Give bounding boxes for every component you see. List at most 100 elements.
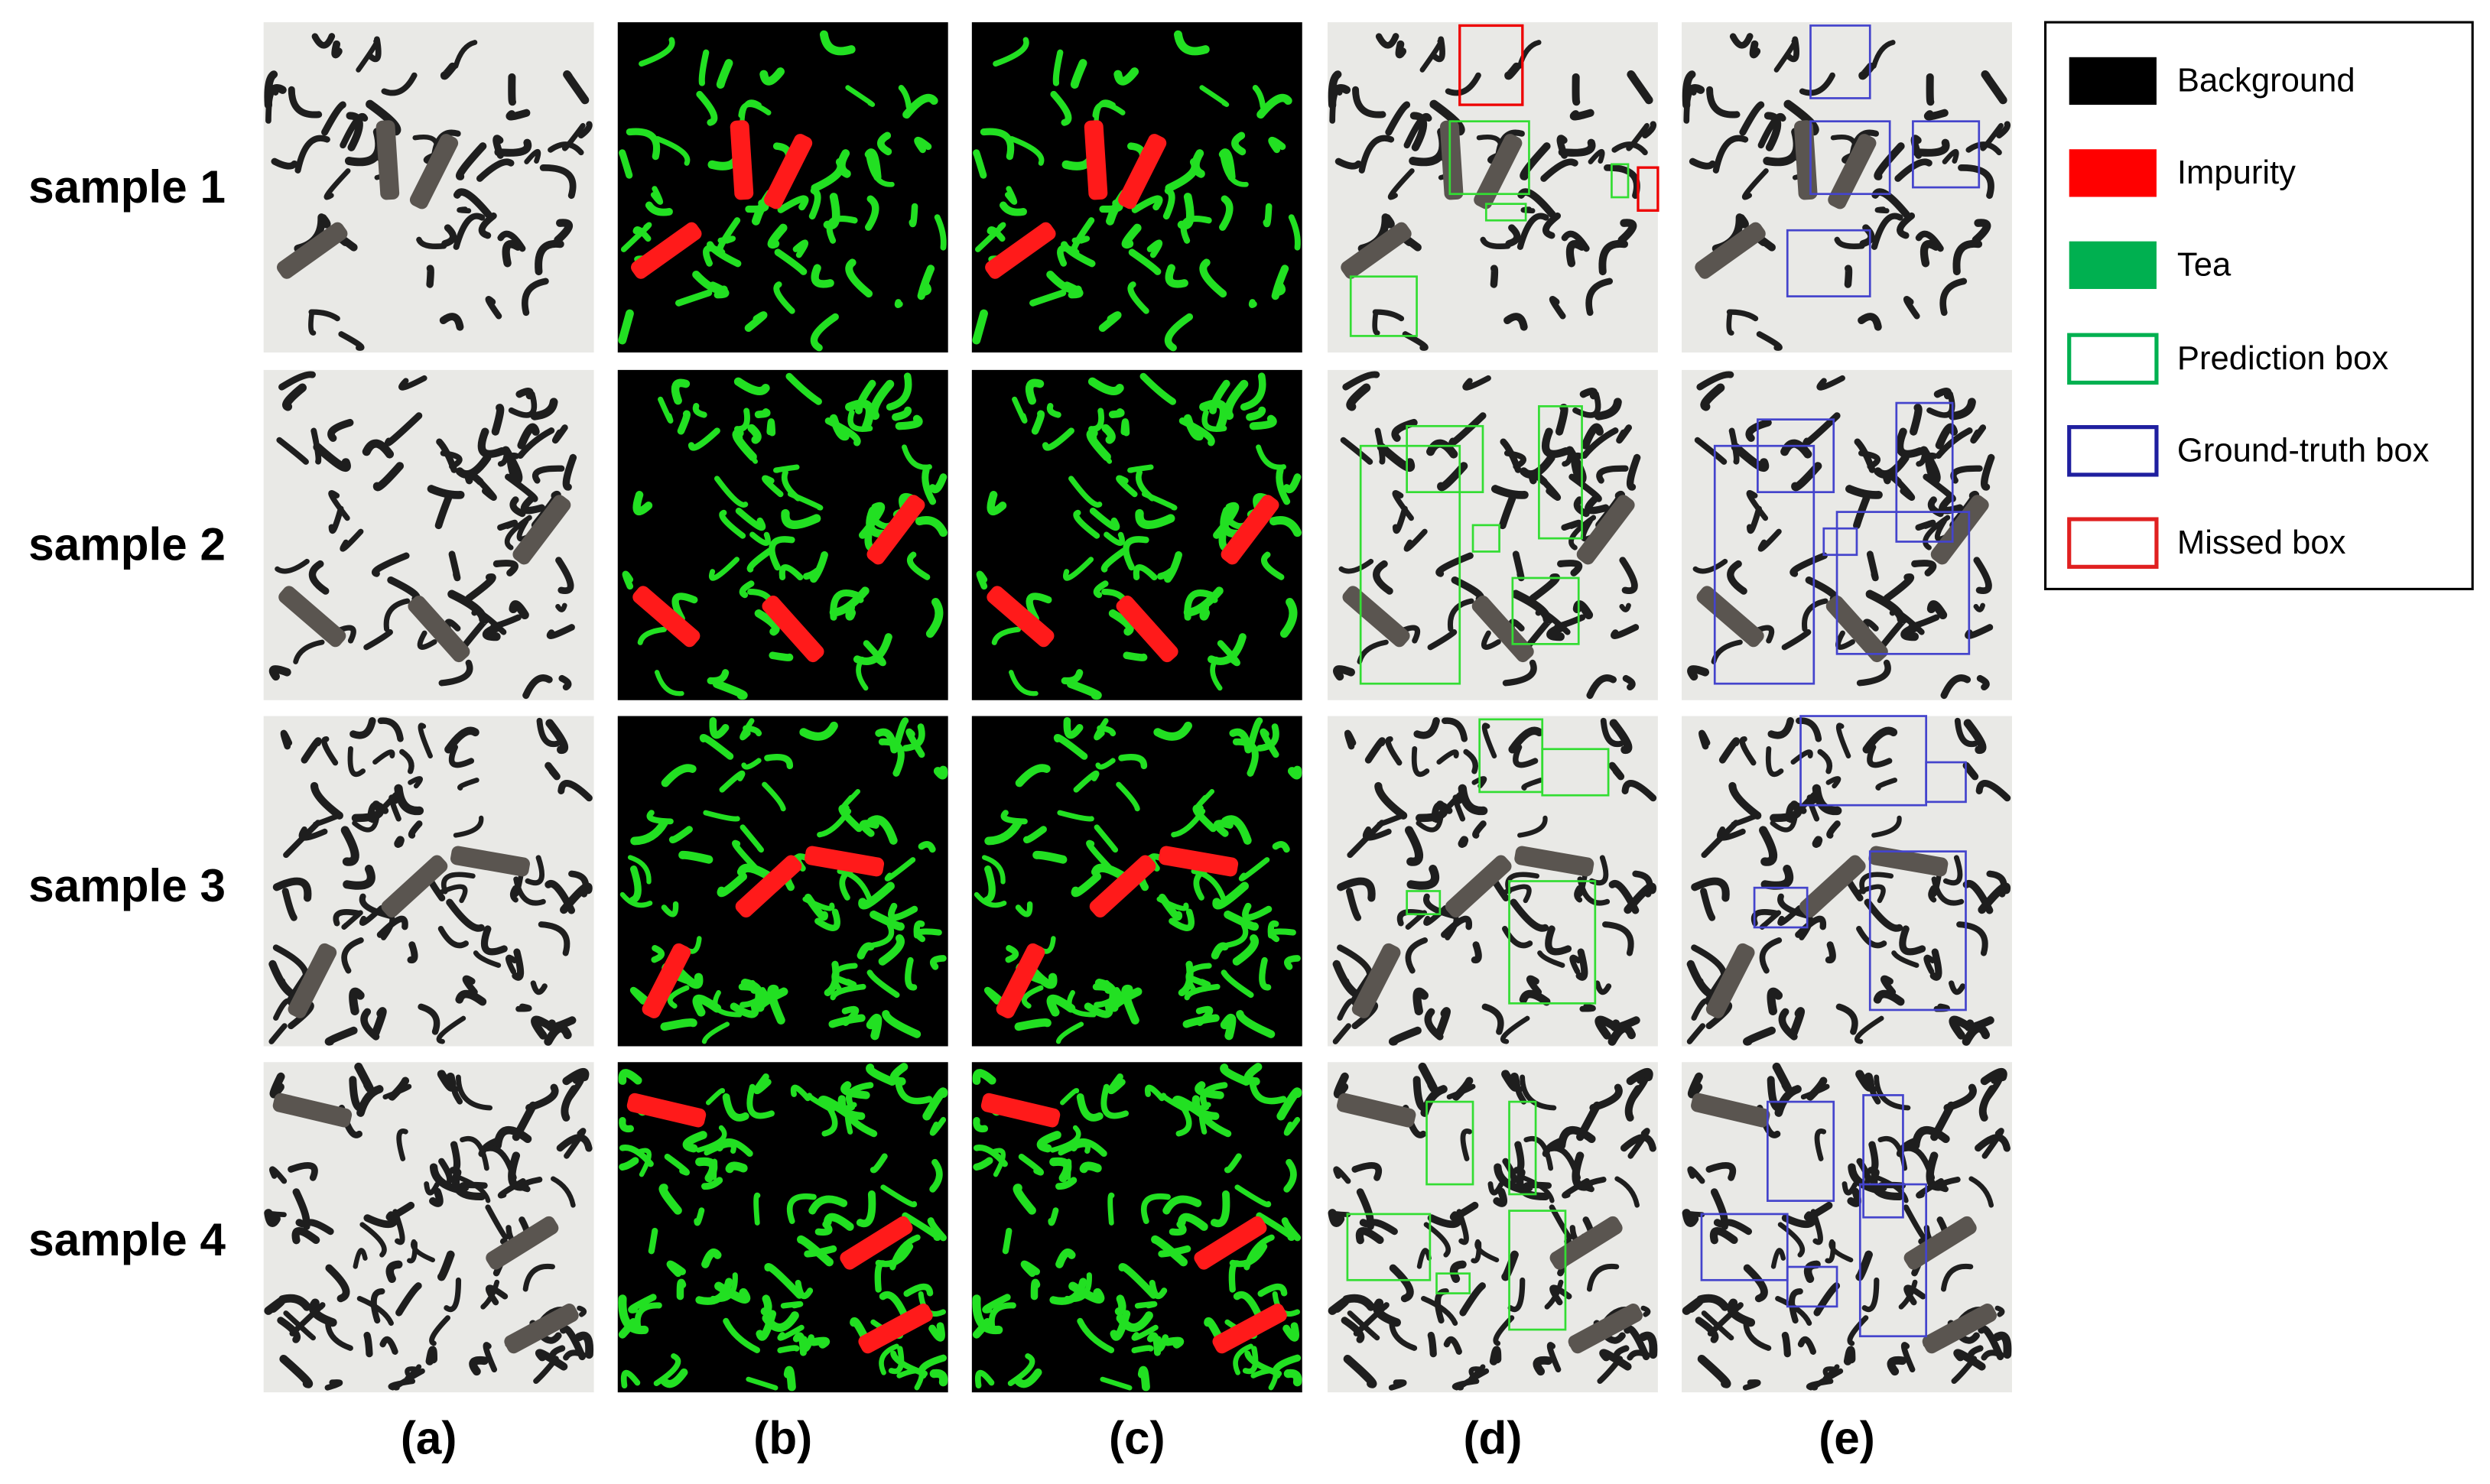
- leaf-stroke: [1077, 1317, 1115, 1353]
- leaf-stroke: [366, 36, 382, 63]
- leaf-stroke: [783, 1365, 796, 1391]
- leaf-stroke: [696, 1125, 727, 1153]
- leaf-stroke: [746, 1376, 779, 1391]
- leaf-stroke: [824, 417, 861, 446]
- leaf-stroke: [1128, 248, 1162, 275]
- leaf-stroke: [1146, 239, 1163, 258]
- impurity: [735, 855, 802, 918]
- leaf-stroke: [1739, 736, 1757, 766]
- prediction-box: [1484, 203, 1527, 222]
- leaf-stroke: [1822, 1364, 1840, 1382]
- leaf-stroke: [1546, 1342, 1562, 1373]
- leaf-stroke: [1626, 1068, 1653, 1086]
- leaf-stroke: [265, 1210, 287, 1218]
- leaf-stroke: [655, 136, 691, 166]
- leaf-stroke: [384, 412, 423, 446]
- leaf-stroke: [1283, 1158, 1297, 1193]
- ground-truth-box: [1713, 444, 1815, 685]
- leaf-stroke: [437, 1250, 455, 1281]
- leaf-stroke: [448, 744, 475, 768]
- leaf-stroke: [1372, 310, 1380, 336]
- leaf-stroke: [1568, 473, 1602, 502]
- leaf-stroke: [1942, 855, 1963, 886]
- leaf-stroke: [928, 1322, 945, 1342]
- leaf-stroke: [976, 570, 988, 590]
- leaf-stroke: [1875, 778, 1898, 791]
- leaf-stroke: [1696, 1294, 1730, 1311]
- leaf-stroke: [1978, 1085, 1997, 1122]
- leaf-stroke: [1236, 1010, 1276, 1038]
- prediction-box: [1406, 424, 1484, 494]
- leaf-stroke: [289, 1302, 326, 1336]
- leaf-stroke: [837, 868, 873, 904]
- leaf-stroke: [1859, 872, 1894, 895]
- leaf-stroke: [762, 781, 786, 812]
- leaf-stroke: [905, 956, 918, 991]
- leaf-stroke: [1500, 1015, 1530, 1044]
- leaf-stroke: [1099, 200, 1123, 213]
- leaf-stroke: [619, 149, 633, 179]
- leaf-stroke: [1346, 383, 1371, 411]
- leaf-stroke: [1610, 1016, 1640, 1031]
- leaf-stroke: [1120, 418, 1130, 437]
- leaf-stroke: [1413, 716, 1440, 739]
- leaf-stroke: [1385, 736, 1403, 766]
- leaf-stroke: [1377, 443, 1416, 472]
- leaf-stroke: [1021, 985, 1044, 1009]
- leaf-stroke: [1519, 989, 1551, 1006]
- leaf-stroke: [1364, 737, 1386, 764]
- leaf-stroke: [1448, 412, 1487, 446]
- impurity: [626, 1093, 707, 1128]
- leaf-stroke: [264, 84, 287, 98]
- leaf-stroke: [1640, 1305, 1651, 1317]
- leaf-stroke: [1941, 1263, 1974, 1292]
- image-panel: [263, 22, 594, 353]
- leaf-stroke: [1052, 49, 1064, 86]
- leaf-stroke: [436, 438, 458, 473]
- leaf-stroke: [1458, 784, 1488, 816]
- leaf-stroke: [530, 980, 548, 995]
- leaf-stroke: [1561, 230, 1590, 252]
- row-label: sample 4: [28, 1213, 226, 1265]
- leaf-stroke: [1463, 748, 1478, 774]
- leaf-stroke: [563, 70, 590, 105]
- leaf-stroke: [845, 602, 857, 621]
- leaf-stroke: [1520, 206, 1536, 214]
- leaf-stroke: [733, 408, 750, 432]
- leaf-stroke: [291, 1227, 320, 1245]
- leaf-stroke: [555, 602, 567, 612]
- leaf-stroke: [535, 239, 564, 276]
- leaf-stroke: [1795, 915, 1827, 938]
- leaf-stroke: [1177, 1213, 1208, 1231]
- leaf-stroke: [522, 278, 549, 317]
- leaf-stroke: [1121, 223, 1142, 249]
- leaf-stroke: [477, 427, 506, 458]
- leaf-stroke: [268, 1023, 288, 1044]
- legend-label: Impurity: [2177, 154, 2296, 191]
- impurity: [632, 586, 701, 648]
- impurity: [375, 120, 400, 200]
- legend-label: Ground-truth box: [2177, 432, 2430, 469]
- leaf-stroke: [1923, 954, 1936, 975]
- leaf-stroke: [1767, 716, 1794, 739]
- leaf-stroke: [980, 128, 1015, 161]
- leaf-stroke: [1729, 33, 1754, 49]
- leaf-stroke: [436, 1015, 466, 1044]
- image-panel: [617, 22, 948, 353]
- leaf-stroke: [866, 1063, 896, 1086]
- leaf-stroke: [271, 157, 298, 170]
- leaf-stroke: [1355, 1227, 1384, 1245]
- leaf-stroke: [505, 954, 518, 975]
- leaf-stroke: [1505, 872, 1539, 895]
- leaf-stroke: [408, 820, 423, 839]
- leaf-stroke: [1375, 33, 1399, 49]
- leaf-stroke: [1416, 1248, 1432, 1269]
- leaf-stroke: [1094, 824, 1119, 853]
- image-panel: [1682, 369, 2012, 700]
- leaf-stroke: [1545, 925, 1572, 956]
- row-label: sample 1: [28, 161, 226, 213]
- leaf-stroke: [811, 157, 845, 193]
- leaf-stroke: [1853, 494, 1871, 530]
- leaf-stroke: [1392, 489, 1414, 521]
- leaf-stroke: [426, 265, 434, 288]
